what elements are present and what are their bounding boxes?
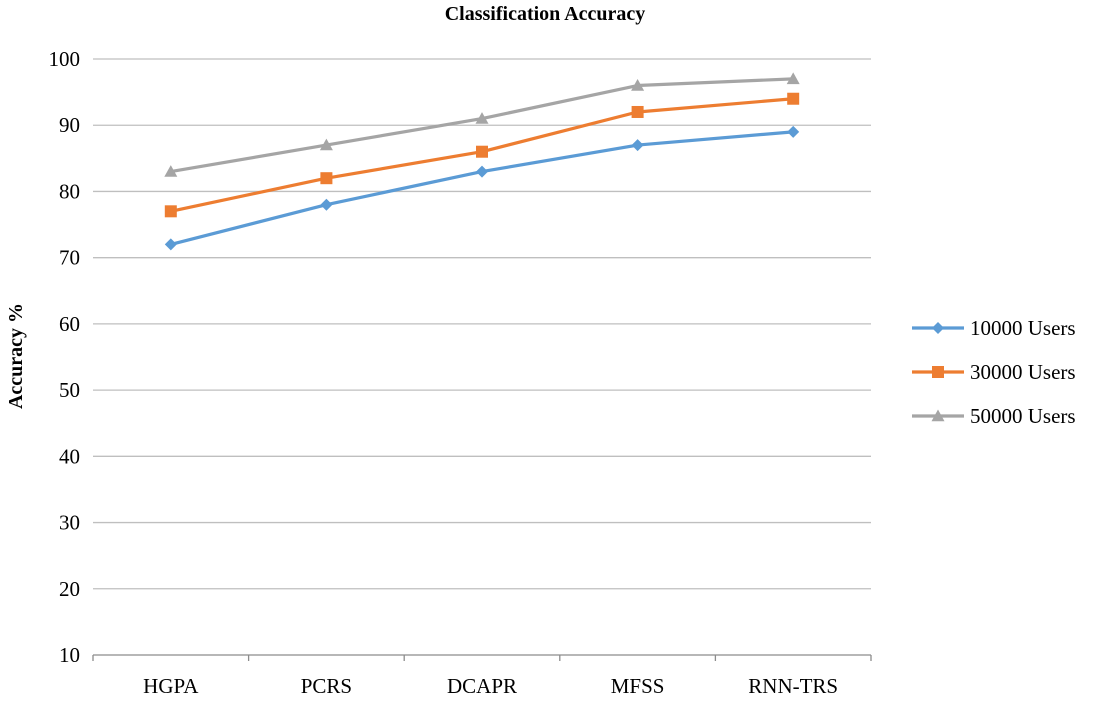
legend-item: 50000 Users [912,404,1076,428]
data-point [476,165,488,178]
data-point [631,105,644,118]
x-tick-label: MFSS [611,674,665,697]
axes: 10 20 30 40 50 60 70 80 90 100 HGPA PCRS DCAPR MFSS RN… [49,47,872,698]
data-point [164,165,178,177]
gridlines [93,58,871,590]
series-group [164,72,800,251]
series-2 [164,92,800,218]
y-tick-label: 90 [59,113,80,137]
series-3 [164,72,800,177]
data-point [787,92,800,105]
data-point [631,139,644,152]
data-point [475,112,489,124]
y-tick-label: 20 [59,577,80,601]
legend-item: 30000 Users [912,360,1076,384]
y-tick-label: 80 [59,179,80,203]
data-point [164,238,177,251]
legend-label: 10000 Users [970,316,1076,340]
legend-marker [931,409,945,422]
data-point [320,172,333,185]
x-tick-label: RNN-TRS [748,674,838,697]
data-point [787,125,800,138]
x-tick-label: DCAPR [447,674,517,697]
data-point [319,138,333,151]
y-tick-label: 100 [49,47,81,71]
legend-marker [932,366,944,378]
y-tick-label: 10 [59,643,80,667]
data-point [631,78,645,91]
legend-item: 10000 Users [912,316,1076,340]
y-tick-label: 30 [59,511,80,535]
legend-label: 30000 Users [970,360,1076,384]
y-tick-label: 70 [59,246,80,270]
x-tick-label: HGPA [143,674,199,697]
data-point [786,72,800,85]
legend-marker [932,322,944,334]
data-point [476,145,488,158]
chart-title: Classification Accuracy [445,3,646,25]
y-tick-label: 60 [59,312,80,336]
series-1 [164,125,800,251]
data-point [320,198,333,211]
x-tick-label: PCRS [301,674,352,697]
legend: 10000 Users 30000 Users 50000 Users [912,316,1076,428]
legend-label: 50000 Users [970,404,1076,428]
y-axis-title: Accuracy % [5,303,27,409]
y-tick-label: 50 [59,378,80,402]
data-point [164,205,177,218]
y-tick-label: 40 [59,444,80,468]
